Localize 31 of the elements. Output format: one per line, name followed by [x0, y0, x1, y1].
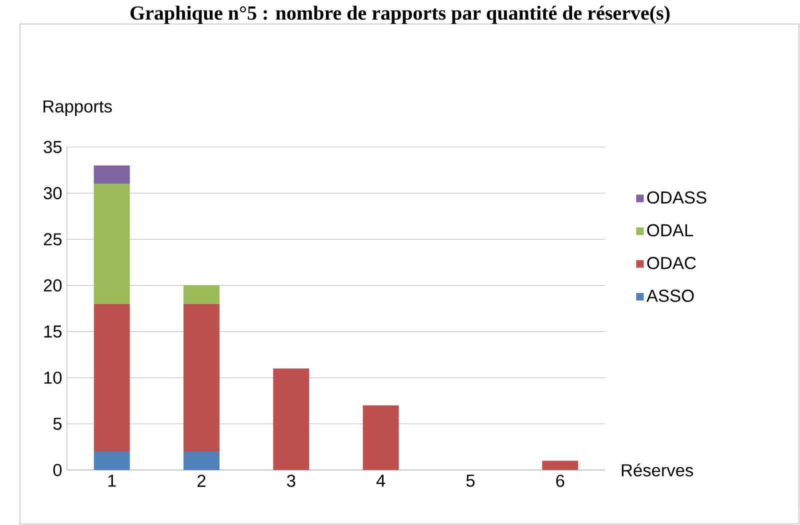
legend-label: ODAL	[647, 224, 694, 236]
bar	[542, 460, 578, 470]
y-axis-title: Rapports	[44, 100, 112, 116]
chart-title: Graphique n°5 : nombre de rapports par quantité de réserve(s)	[130, 6, 670, 24]
bar	[184, 452, 220, 470]
y-tick-label: 5	[53, 418, 62, 430]
bar	[94, 184, 130, 304]
x-tick-label: 2	[198, 474, 206, 487]
legend-label: ODAC	[647, 256, 696, 270]
x-tick-label: 3	[287, 474, 296, 487]
y-tick-label: 0	[53, 464, 62, 476]
x-axis-title: Réserves	[622, 464, 694, 476]
bar	[184, 304, 220, 452]
legend-label: ASSO	[646, 290, 694, 302]
bar	[273, 368, 310, 470]
y-tick-label: 10	[44, 372, 62, 384]
y-tick-label: 35	[44, 140, 62, 154]
y-tick-label: 20	[44, 279, 62, 292]
bar	[94, 452, 130, 470]
x-tick-label: 6	[556, 474, 564, 487]
y-tick-label: 25	[44, 233, 62, 246]
y-tick-label: 15	[44, 326, 62, 338]
bar	[362, 405, 399, 470]
bar	[184, 285, 220, 304]
y-tick-label: 30	[44, 187, 62, 200]
x-tick-label: 4	[376, 474, 386, 487]
x-tick-label: 5	[466, 474, 475, 487]
legend-label: ODASS	[647, 191, 706, 204]
x-tick-label: 1	[108, 474, 116, 487]
bar	[94, 304, 130, 452]
bar	[94, 165, 130, 184]
